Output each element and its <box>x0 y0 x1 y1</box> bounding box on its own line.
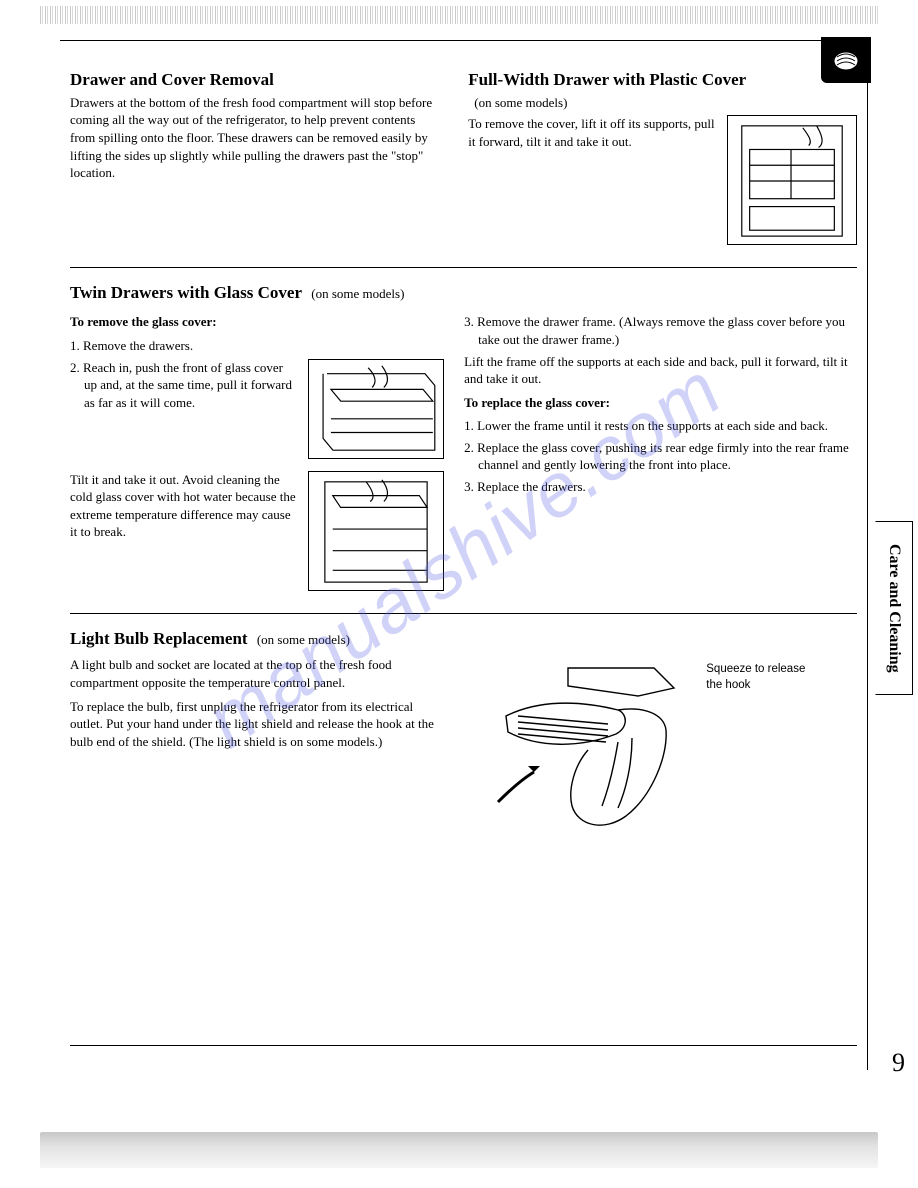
qualifier-twin-drawers: (on some models) <box>311 286 404 301</box>
qualifier-full-width: (on some models) <box>474 94 857 112</box>
side-tab-label: Care and Cleaning <box>883 544 905 673</box>
caption-squeeze: Squeeze to release the hook <box>706 662 816 693</box>
illustration-twin-2 <box>308 471 444 591</box>
body-drawer-cover-removal: Drawers at the bottom of the fresh food … <box>70 94 440 182</box>
section-full-width-drawer: Full-Width Drawer with Plastic Cover (on… <box>468 69 857 245</box>
light-bulb-p1: A light bulb and socket are located at t… <box>70 656 440 691</box>
heading-twin-drawers: Twin Drawers with Glass Cover <box>70 283 302 302</box>
twin-rstep-1: 1. Lower the frame until it rests on the… <box>464 417 857 435</box>
label-remove-glass-cover: To remove the glass cover: <box>70 313 444 331</box>
side-tab-care-cleaning: Care and Cleaning <box>875 521 913 695</box>
body-full-width-drawer: To remove the cover, lift it off its sup… <box>468 115 715 239</box>
illustration-full-width-drawer <box>727 115 857 245</box>
twin-para-frame: Lift the frame off the supports at each … <box>464 353 857 388</box>
illustration-twin-1 <box>308 359 444 459</box>
heading-drawer-cover-removal: Drawer and Cover Removal <box>70 69 440 92</box>
section-light-bulb: Light Bulb Replacement (on some models) … <box>70 628 857 847</box>
twin-para-tilt: Tilt it and take it out. Avoid cleaning … <box>70 471 298 541</box>
heading-text: Full-Width Drawer with Plastic Cover <box>468 70 746 89</box>
twin-step-2: 2. Reach in, push the front of glass cov… <box>70 359 298 412</box>
page-frame: manualshive.com Drawer and Cover Removal… <box>60 40 868 1070</box>
divider-bottom <box>70 1045 857 1046</box>
label-replace-glass-cover: To replace the glass cover: <box>464 394 857 412</box>
divider-2 <box>70 613 857 614</box>
twin-step-1: 1. Remove the drawers. <box>70 337 444 355</box>
twin-rstep-2: 2. Replace the glass cover, pushing its … <box>464 439 857 474</box>
qualifier-light-bulb: (on some models) <box>257 632 350 647</box>
heading-light-bulb: Light Bulb Replacement <box>70 629 248 648</box>
decorative-top-texture <box>40 6 878 24</box>
twin-step-3: 3. Remove the drawer frame. (Always remo… <box>464 313 857 348</box>
section-twin-drawers: Twin Drawers with Glass Cover (on some m… <box>70 282 857 590</box>
illustration-light-bulb <box>468 656 698 846</box>
twin-rstep-3: 3. Replace the drawers. <box>464 478 857 496</box>
divider-1 <box>70 267 857 268</box>
page-number: 9 <box>892 1045 905 1080</box>
light-bulb-p2: To replace the bulb, first unplug the re… <box>70 698 440 751</box>
heading-full-width-drawer: Full-Width Drawer with Plastic Cover <box>468 69 857 92</box>
section-drawer-cover-removal: Drawer and Cover Removal Drawers at the … <box>70 69 440 245</box>
decorative-bottom-texture <box>40 1132 878 1168</box>
section-thumb-icon <box>821 37 871 83</box>
